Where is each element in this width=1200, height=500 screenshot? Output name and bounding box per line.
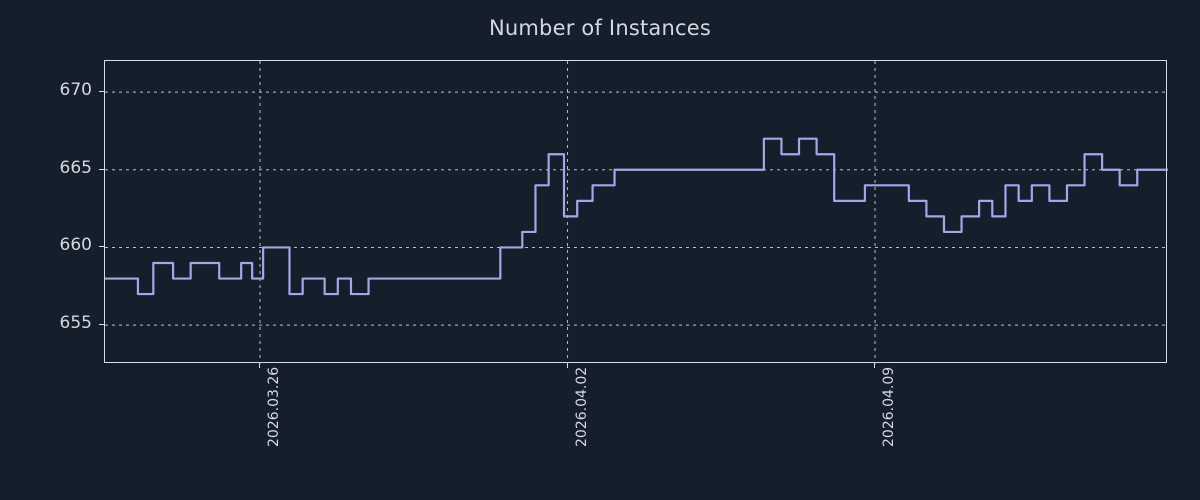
y-axis-tick-label: 665 [59, 157, 92, 178]
y-axis-tick-mark [99, 246, 104, 248]
page-title: Number of Instances [488, 16, 711, 40]
y-axis-tick-mark [99, 168, 104, 170]
y-axis-tick-mark [99, 324, 104, 326]
y-axis-tick-label: 660 [59, 235, 92, 256]
y-axis-tick-label: 670 [59, 80, 92, 101]
x-axis-tick-label: 2026.04.02 [573, 366, 590, 447]
data-series [105, 137, 1168, 296]
y-axis-tick-label: 655 [59, 313, 92, 334]
x-axis-tick-mark [874, 363, 876, 368]
x-axis-tick-label: 2026.04.09 [881, 366, 898, 447]
y-axis-tick-mark [99, 91, 104, 93]
plot-area [104, 60, 1168, 364]
gridlines [105, 61, 1168, 364]
x-axis-tick-mark [259, 363, 261, 368]
series-line-instances [105, 137, 1168, 296]
x-axis-tick-mark [566, 363, 568, 368]
x-axis-tick-label: 2026.03.26 [266, 366, 283, 447]
line-chart-svg [105, 61, 1168, 364]
